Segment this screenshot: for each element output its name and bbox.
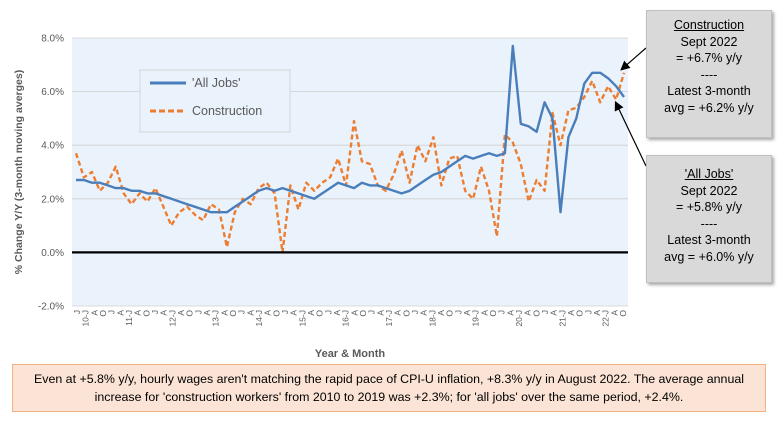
arrow-all-jobs xyxy=(614,100,647,167)
y-tick-label: 6.0% xyxy=(41,87,64,98)
x-tick-label: A xyxy=(159,310,169,316)
x-tick-label: 21-J xyxy=(557,310,567,327)
callout-all-jobs-line3: ---- xyxy=(700,216,718,231)
callout-all-jobs-line1: Sept 2022 xyxy=(680,183,738,198)
x-tick-label: A xyxy=(89,310,99,316)
x-tick-label: 20-J xyxy=(514,310,524,327)
x-tick-label: A xyxy=(419,310,429,316)
callout-construction-line1: Sept 2022 xyxy=(680,34,738,49)
x-tick-label: A xyxy=(332,310,342,316)
series-line-construction xyxy=(74,72,626,254)
x-tick-label: 14-J xyxy=(254,310,264,327)
y-axis-label: % Change Y/Y (3-month moving averges) xyxy=(13,70,25,274)
x-tick-label: J xyxy=(237,310,247,314)
x-tick-label: A xyxy=(115,310,125,316)
x-tick-label: 13-J xyxy=(211,310,221,327)
x-tick-label: O xyxy=(618,310,628,317)
x-tick-label: 18-J xyxy=(427,310,437,327)
x-tick-label: O xyxy=(358,310,368,317)
x-tick-label: O xyxy=(185,310,195,317)
x-tick-label: O xyxy=(531,310,541,317)
x-tick-label: A xyxy=(245,310,255,316)
x-tick-label: J xyxy=(323,310,333,314)
x-tick-label: 16-J xyxy=(341,310,351,327)
x-tick-label: A xyxy=(523,310,533,316)
x-tick-label: J xyxy=(107,310,117,314)
callout-construction-line3: ---- xyxy=(700,67,718,82)
x-tick-label: A xyxy=(176,310,186,316)
y-tick-label: 2.0% xyxy=(41,194,64,205)
x-tick-label: O xyxy=(315,310,325,317)
x-tick-label: 19-J xyxy=(471,310,481,327)
arrow-construction xyxy=(620,47,647,71)
x-tick-label: 11-J xyxy=(124,310,134,326)
x-tick-label: A xyxy=(462,310,472,316)
x-tick-label: A xyxy=(566,310,576,316)
x-tick-label: A xyxy=(592,310,602,316)
callout-arrows xyxy=(614,47,647,167)
x-tick-label: 12-J xyxy=(167,310,177,327)
y-tick-label: 8.0% xyxy=(41,34,64,45)
x-tick-label: A xyxy=(306,310,316,316)
chart-caption: Even at +5.8% y/y, hourly wages aren't m… xyxy=(12,364,766,412)
x-tick-label: A xyxy=(436,310,446,316)
x-axis-label: Year & Month xyxy=(315,348,386,360)
x-tick-label: A xyxy=(549,310,559,316)
x-tick-label: 22-J xyxy=(601,310,611,327)
x-tick-label: A xyxy=(393,310,403,316)
x-tick-label: A xyxy=(133,310,143,316)
x-tick-label: J xyxy=(583,310,593,314)
x-tick-label: O xyxy=(228,310,238,317)
x-tick-label: A xyxy=(349,310,359,316)
x-tick-label: O xyxy=(401,310,411,317)
x-tick-label: J xyxy=(410,310,420,314)
x-tick-label: J xyxy=(150,310,160,314)
x-tick-label: A xyxy=(263,310,273,316)
x-axis-ticks: J10-JAOJA11-JAOJA12-JAOJA13-JAOJA14-JAOJ… xyxy=(72,310,628,327)
y-axis-ticks: -2.0% 0.0% 2.0% 4.0% 6.0% 8.0% xyxy=(38,34,64,313)
x-tick-label: A xyxy=(609,310,619,316)
callout-construction-line4: Latest 3-month xyxy=(667,84,751,98)
x-tick-label: A xyxy=(505,310,515,316)
x-tick-label: J xyxy=(453,310,463,314)
x-tick-label: J xyxy=(540,310,550,314)
callout-all-jobs-line4: Latest 3-month xyxy=(667,233,751,247)
x-tick-label: A xyxy=(202,310,212,316)
x-tick-label: J xyxy=(193,310,203,314)
callout-all-jobs-title: 'All Jobs' xyxy=(684,167,734,181)
callout-construction-line5: avg = +6.2% y/y xyxy=(664,100,754,115)
series-line-all-jobs xyxy=(76,44,625,214)
x-tick-label: 17-J xyxy=(384,310,394,327)
x-tick-label: J xyxy=(280,310,290,314)
x-tick-label: J xyxy=(72,310,82,314)
x-tick-label: J xyxy=(367,310,377,314)
callout-construction-line2: = +6.7% y/y xyxy=(675,51,742,65)
x-tick-label: A xyxy=(479,310,489,316)
x-tick-label: J xyxy=(497,310,507,314)
callout-construction-title: Construction xyxy=(673,18,745,32)
y-tick-label: 4.0% xyxy=(41,141,64,152)
legend-label-all-jobs: 'All Jobs' xyxy=(192,76,241,90)
legend: 'All Jobs' Construction xyxy=(139,69,291,133)
x-tick-label: A xyxy=(289,310,299,316)
x-tick-label: A xyxy=(219,310,229,316)
x-tick-label: 15-J xyxy=(297,310,307,327)
x-tick-label: 10-J xyxy=(81,310,91,327)
x-tick-label: O xyxy=(575,310,585,317)
x-tick-label: O xyxy=(445,310,455,317)
x-tick-label: O xyxy=(141,310,151,317)
series-lines xyxy=(74,44,626,254)
callout-construction: Construction Sept 2022 = +6.7% y/y ---- … xyxy=(646,10,772,138)
x-tick-label: A xyxy=(375,310,385,316)
x-tick-label: O xyxy=(271,310,281,317)
callout-all-jobs-line2: = +5.8% y/y xyxy=(675,200,742,214)
callout-all-jobs-line5: avg = +6.0% y/y xyxy=(664,249,754,264)
x-tick-label: O xyxy=(488,310,498,317)
legend-label-construction: Construction xyxy=(192,104,262,118)
x-tick-label: O xyxy=(98,310,108,317)
y-tick-label: 0.0% xyxy=(41,248,64,259)
y-tick-label: -2.0% xyxy=(38,302,64,313)
callout-all-jobs: 'All Jobs' Sept 2022 = +5.8% y/y ---- La… xyxy=(646,155,772,283)
